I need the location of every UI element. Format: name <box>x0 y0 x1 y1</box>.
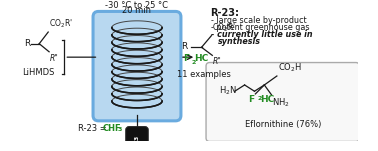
Text: F: F <box>183 55 189 63</box>
Text: CO$_2$R': CO$_2$R' <box>212 21 236 34</box>
Text: R: R <box>181 42 187 51</box>
Text: - potent greenhouse gas: - potent greenhouse gas <box>211 23 309 32</box>
Text: - large scale by-product: - large scale by-product <box>211 16 306 25</box>
Text: 11 examples: 11 examples <box>177 70 231 79</box>
Ellipse shape <box>120 26 154 103</box>
FancyBboxPatch shape <box>93 11 181 121</box>
Text: CO$_2$R': CO$_2$R' <box>49 18 73 30</box>
Text: F: F <box>248 95 254 104</box>
FancyBboxPatch shape <box>206 63 359 141</box>
Text: 2: 2 <box>257 96 262 101</box>
Text: CHF: CHF <box>103 124 122 133</box>
Text: LiHMDS: LiHMDS <box>22 68 54 77</box>
Text: R-23: R-23 <box>135 135 139 151</box>
Text: R-23:: R-23: <box>211 8 240 18</box>
FancyBboxPatch shape <box>126 127 148 151</box>
Text: R": R" <box>50 54 59 63</box>
Text: HC: HC <box>260 95 274 104</box>
Bar <box>134 128 140 132</box>
Text: H$_2$N: H$_2$N <box>218 85 237 98</box>
Text: 20 min: 20 min <box>122 6 152 15</box>
Text: 2: 2 <box>192 60 196 65</box>
Text: R-23 =: R-23 = <box>78 124 109 133</box>
Text: CO$_2$H: CO$_2$H <box>278 62 302 74</box>
Text: NH$_2$: NH$_2$ <box>273 97 290 109</box>
Text: Eflornithine (76%): Eflornithine (76%) <box>245 120 321 129</box>
Text: R: R <box>24 39 30 48</box>
Text: HC: HC <box>194 55 209 63</box>
Text: R": R" <box>213 57 222 66</box>
Text: -30 °C to 25 °C: -30 °C to 25 °C <box>105 1 169 10</box>
Text: 3: 3 <box>117 127 122 132</box>
Text: - currently little use in: - currently little use in <box>211 30 312 39</box>
Text: synthesis: synthesis <box>218 37 261 47</box>
